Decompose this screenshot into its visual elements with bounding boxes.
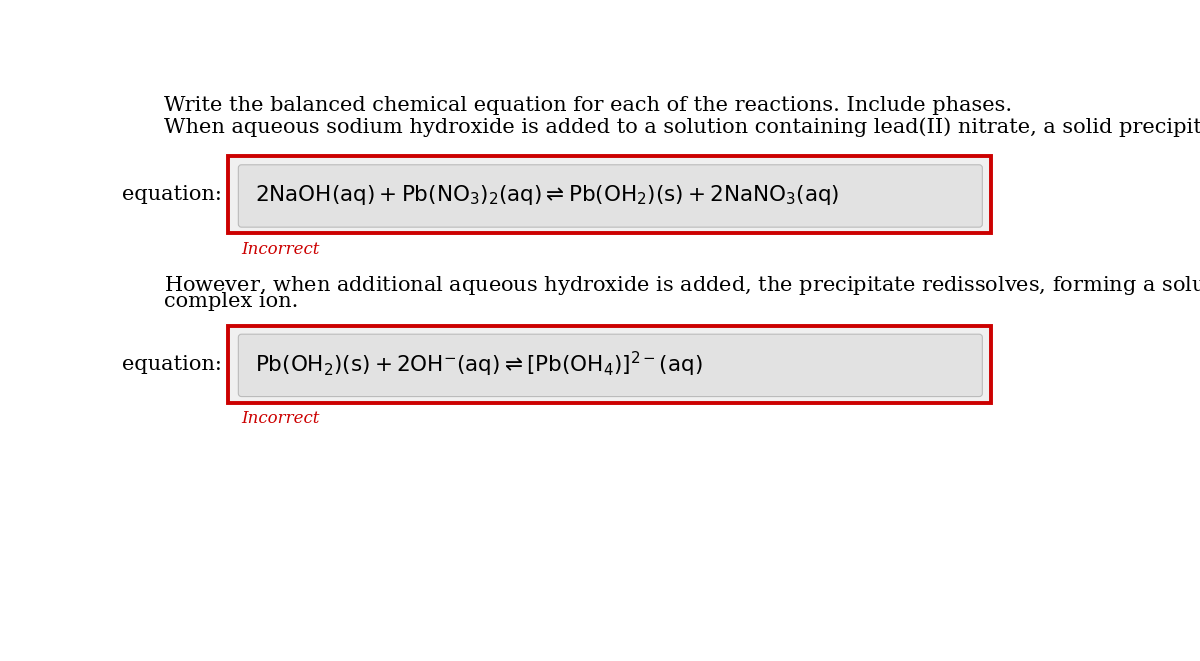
FancyBboxPatch shape [239,334,983,397]
FancyBboxPatch shape [239,165,983,227]
Text: $\mathrm{2NaOH(aq)+Pb(NO_3)_2(aq) \rightleftharpoons Pb(OH_2)(s) + 2NaNO_3(aq)}$: $\mathrm{2NaOH(aq)+Pb(NO_3)_2(aq) \right… [254,183,839,207]
Text: However, when additional aqueous hydroxide is added, the precipitate redissolves: However, when additional aqueous hydroxi… [164,270,1200,299]
Text: equation:: equation: [122,185,222,204]
Text: When aqueous sodium hydroxide is added to a solution containing lead(II) nitrate: When aqueous sodium hydroxide is added t… [164,118,1200,137]
Text: Incorrect: Incorrect [241,241,320,258]
Text: Incorrect: Incorrect [241,410,320,428]
Text: equation:: equation: [122,355,222,373]
FancyBboxPatch shape [228,326,991,403]
Text: Write the balanced chemical equation for each of the reactions. Include phases.: Write the balanced chemical equation for… [164,97,1012,115]
Text: $\mathrm{Pb(OH_2)(s) + 2OH^{-}(aq) \rightleftharpoons [Pb(OH_4)]^{2-}(aq)}$: $\mathrm{Pb(OH_2)(s) + 2OH^{-}(aq) \righ… [254,350,702,379]
Text: complex ion.: complex ion. [164,292,299,311]
FancyBboxPatch shape [228,156,991,233]
